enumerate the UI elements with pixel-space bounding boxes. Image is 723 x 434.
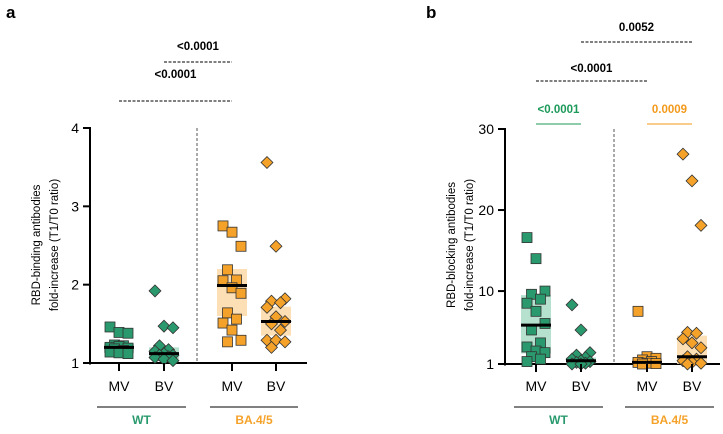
- data-point: [122, 327, 134, 339]
- p-value-label: <0.0001: [538, 104, 580, 116]
- data-point: [694, 356, 708, 370]
- p-value-label: <0.0001: [155, 69, 197, 81]
- data-point: [113, 327, 125, 338]
- data-point: [565, 298, 579, 312]
- data-point: [235, 334, 247, 346]
- p-value-label: 0.0009: [652, 104, 687, 116]
- data-point: [235, 287, 247, 299]
- x-tick-label: BV: [155, 378, 174, 394]
- data-point: [685, 336, 699, 350]
- panel-letter: b: [426, 3, 436, 22]
- x-tick-label: BV: [683, 378, 702, 394]
- data-point: [113, 347, 125, 359]
- data-point: [226, 282, 238, 294]
- data-point: [676, 332, 690, 346]
- y-tick-label: 20: [478, 202, 494, 218]
- data-point: [539, 318, 551, 329]
- panel-a: a RBD-binding antibodies fold-increase (T1…: [6, 3, 307, 427]
- data-point: [222, 307, 233, 319]
- data-point: [680, 357, 695, 371]
- data-point: [157, 319, 171, 333]
- data-point: [260, 155, 274, 169]
- y-tick-label: 1: [486, 356, 494, 372]
- p-value-label: <0.0001: [571, 63, 613, 75]
- data-point: [273, 323, 288, 337]
- x-tick-label: BV: [572, 378, 591, 394]
- data-point: [694, 218, 708, 232]
- data-point: [574, 323, 588, 337]
- y-tick-label: 10: [478, 283, 494, 299]
- data-point: [535, 293, 546, 305]
- data-point: [122, 348, 134, 360]
- data-point: [685, 174, 699, 188]
- data-point: [521, 341, 533, 353]
- data-point: [235, 240, 247, 252]
- data-point: [273, 296, 288, 310]
- data-point: [530, 305, 542, 317]
- data-point: [226, 226, 238, 238]
- y-axis-label: fold-increase (T1/T0 ratio): [49, 179, 61, 311]
- data-point: [521, 232, 533, 243]
- data-point: [260, 300, 274, 314]
- panel-letter: a: [6, 3, 16, 22]
- data-point: [217, 220, 229, 232]
- data-point: [521, 356, 533, 367]
- data-point: [166, 321, 180, 335]
- data-point: [278, 335, 292, 349]
- group-label: WT: [549, 413, 568, 427]
- y-tick-label: 2: [71, 277, 79, 293]
- data-point: [104, 321, 116, 333]
- y-axis-label: RBD-blocking antibodies: [446, 182, 458, 308]
- data-point: [222, 336, 233, 348]
- panel-b: b RBD-blocking antibodies fold-increase (T…: [426, 3, 720, 427]
- data-point: [222, 264, 233, 276]
- data-point: [264, 340, 279, 354]
- y-axis-label: fold-increase (T1/T0 ratio): [464, 179, 476, 311]
- x-tick-label: MV: [222, 378, 244, 394]
- data-point: [535, 353, 546, 365]
- data-point: [166, 354, 180, 368]
- data-point: [226, 324, 238, 336]
- x-tick-label: MV: [637, 378, 659, 394]
- data-point: [269, 239, 283, 253]
- x-tick-label: BV: [267, 378, 286, 394]
- p-value-label: 0.0052: [619, 22, 654, 34]
- data-point: [632, 305, 644, 317]
- data-point: [231, 313, 242, 325]
- data-point: [157, 352, 171, 366]
- x-tick-label: MV: [526, 378, 548, 394]
- data-point: [694, 341, 708, 355]
- y-tick-label: 30: [478, 121, 494, 137]
- data-point: [217, 317, 229, 329]
- data-point: [689, 326, 704, 340]
- y-tick-label: 3: [71, 198, 79, 214]
- data-point: [676, 147, 690, 161]
- data-point: [148, 284, 162, 298]
- y-axis-label: RBD-binding antibodies: [31, 184, 43, 305]
- group-label: BA.4/5: [651, 413, 689, 427]
- x-tick-label: MV: [109, 378, 131, 394]
- data-point: [530, 253, 542, 265]
- group-label: BA.4/5: [235, 413, 273, 427]
- y-tick-label: 4: [71, 120, 79, 136]
- group-label: WT: [132, 413, 151, 427]
- data-point: [521, 297, 533, 309]
- p-value-label: <0.0001: [177, 41, 219, 53]
- y-tick-label: 1: [71, 355, 79, 371]
- data-point: [526, 288, 537, 300]
